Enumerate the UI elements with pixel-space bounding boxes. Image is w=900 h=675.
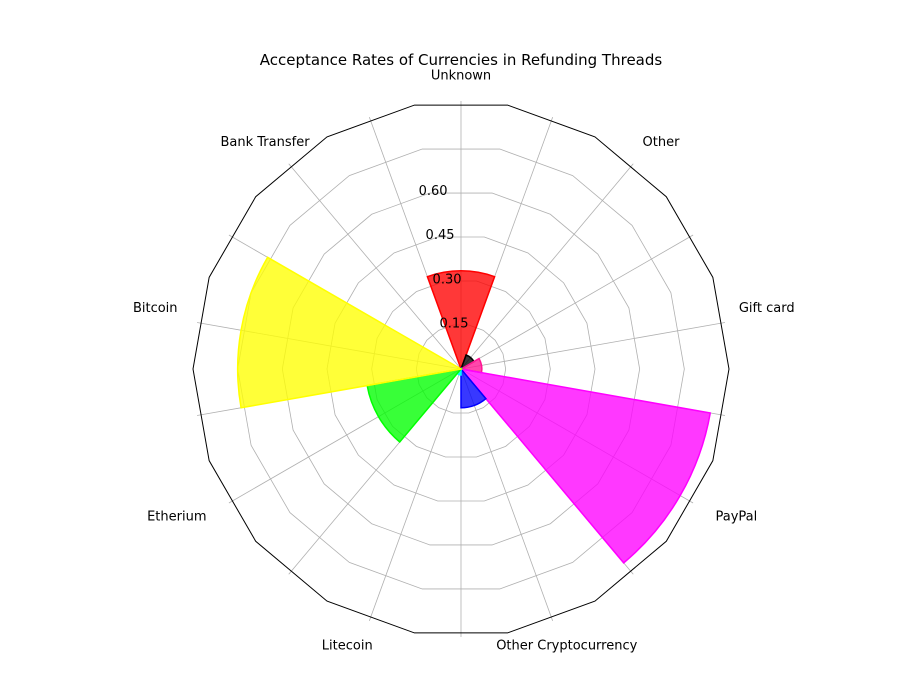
bar-paypal [459,367,712,564]
gridline-spoke-2 [460,163,634,370]
gridline-spoke-4 [460,322,725,370]
category-label-other-cryptocurrency: Other Cryptocurrency [496,639,637,654]
bar-etherium [366,367,463,444]
frame-layer [192,104,730,634]
bar-other-cryptocurrency [460,366,487,409]
chart-title: Acceptance Rates of Currencies in Refund… [260,51,663,69]
category-label-bitcoin: Bitcoin [133,301,178,316]
radial-tick-label-0: 0.15 [440,316,469,331]
category-label-unknown: Unknown [431,69,491,84]
gridline-ring-4 [237,148,685,590]
gridline-ring-1 [371,280,551,458]
radial-tick-labels: 0.15 0.30 0.45 0.60 [419,184,469,331]
category-label-other: Other [643,135,681,150]
category-labels: Unknown Other Gift card PayPal Other Cryptoc… [133,69,795,654]
category-label-litecoin: Litecoin [322,639,373,654]
radial-tick-label-3: 0.60 [419,184,448,199]
category-label-etherium: Etherium [147,510,206,525]
category-label-gift-card: Gift card [739,301,795,316]
gridline-ring-2 [326,236,596,502]
category-label-paypal: PayPal [715,510,757,525]
gridline-spoke-16 [288,163,462,370]
bar-bitcoin [236,256,464,409]
outer-frame [192,104,730,634]
bar-unknown [426,270,496,372]
gridline-spoke-8 [460,368,554,621]
gridline-ring-3 [281,192,641,546]
gridline-ring-0 [415,324,507,414]
radial-tick-label-1: 0.30 [433,272,462,287]
gridline-spoke-3 [460,234,694,370]
bars-layer [236,256,712,564]
category-label-bank-transfer: Bank Transfer [220,135,310,150]
gridline-spoke-10 [368,368,462,621]
radial-tick-label-2: 0.45 [426,228,455,243]
